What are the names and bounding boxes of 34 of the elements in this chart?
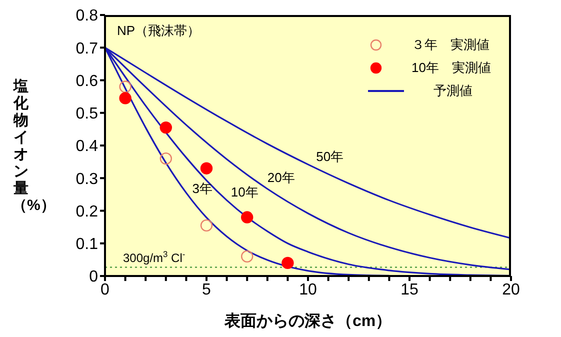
- legend-label: 10年 実測値: [412, 58, 491, 76]
- x-tick-label: 5: [202, 281, 212, 298]
- series-label: 50年: [316, 149, 344, 164]
- y-tick-label: 0.2: [76, 203, 98, 220]
- x-tick-label: 10: [299, 281, 317, 298]
- x-tick-label: 15: [400, 281, 418, 298]
- y-tick-label: 0.8: [76, 8, 98, 25]
- point: [160, 152, 172, 165]
- legend-label: ３年 実測値: [412, 36, 490, 54]
- y-tick-label: 0.4: [76, 138, 98, 156]
- annotation: NP（飛沫帯）: [117, 22, 200, 40]
- annotation: 予測値: [434, 82, 473, 100]
- point: [282, 256, 294, 270]
- series-label: 3年: [192, 181, 213, 196]
- point: [160, 121, 172, 134]
- y-tick-label: 0.3: [76, 170, 98, 188]
- point: [119, 92, 132, 104]
- y-tick-label: 0.1: [76, 236, 98, 254]
- series-label: 20年: [267, 170, 295, 185]
- point: [200, 219, 213, 232]
- y-tick-label: 0: [89, 268, 98, 286]
- point: [241, 250, 254, 263]
- y-tick-label: 0.5: [76, 106, 98, 123]
- x-axis-title: 表面からの深さ（cm）: [223, 312, 393, 332]
- y-axis-title: 塩化物イオン量（%）: [12, 78, 56, 214]
- x-tick-label: 0: [100, 281, 110, 298]
- y-tick-label: 0.6: [76, 72, 98, 90]
- point: [200, 162, 213, 174]
- x-tick-label: 20: [502, 281, 520, 298]
- ref-line-label: 300g/m$^{3}$ Cl$^{-}$: [123, 249, 186, 266]
- y-tick-label: 0.7: [76, 40, 98, 58]
- point: [241, 211, 254, 224]
- series-label: 10年: [230, 184, 258, 200]
- point: [119, 80, 132, 93]
